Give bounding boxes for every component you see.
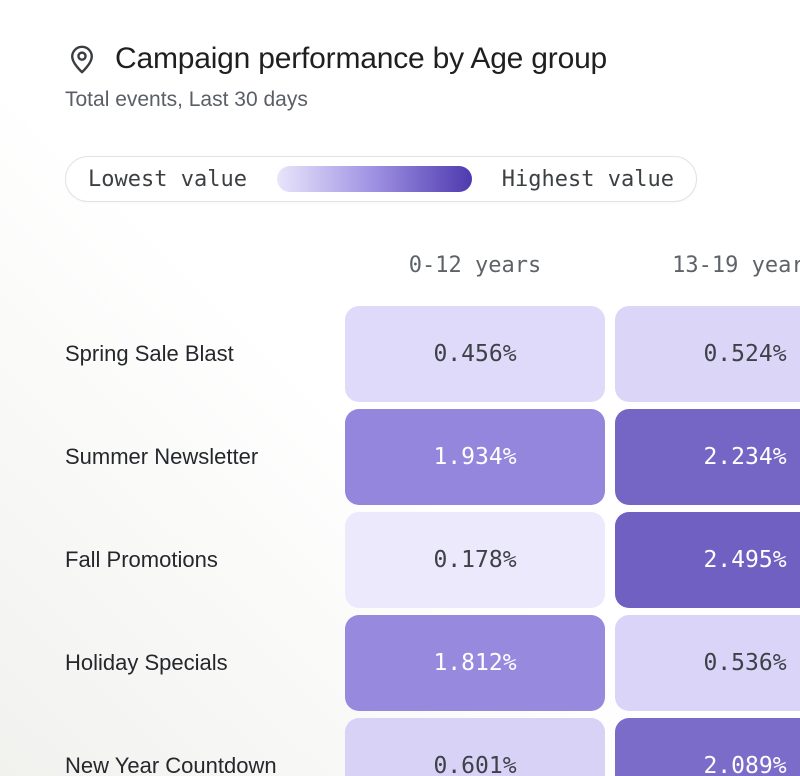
legend: Lowest value Highest value <box>65 156 697 202</box>
row-label: Summer Newsletter <box>65 444 259 469</box>
heatmap-cell[interactable]: 0.456% <box>345 306 605 402</box>
heatmap-cell[interactable]: 2.089% <box>615 718 800 776</box>
heatmap-cell[interactable]: 1.812% <box>345 615 605 711</box>
column-header: 13-19 years <box>672 253 800 278</box>
heatmap-cell[interactable]: 0.536% <box>615 615 800 711</box>
legend-high-label: Highest value <box>501 166 674 192</box>
heatmap-cell[interactable]: 0.601% <box>345 718 605 776</box>
row-label: Spring Sale Blast <box>65 341 234 366</box>
heatmap-cell[interactable]: 0.524% <box>615 306 800 402</box>
chart-title: Campaign performance by Age group <box>115 42 608 75</box>
location-pin-icon <box>65 42 99 76</box>
column-header: 0-12 years <box>408 253 542 278</box>
row-label: New Year Countdown <box>65 753 277 776</box>
row-label: Fall Promotions <box>65 547 218 572</box>
heatmap-cell[interactable]: 2.495% <box>615 512 800 608</box>
column-headers: 0-12 years 13-19 years <box>65 252 800 280</box>
heatmap-cell[interactable]: 2.234% <box>615 409 800 505</box>
heatmap-cell[interactable]: 1.934% <box>345 409 605 505</box>
heatmap-grid: Spring Sale Blast 0.456% 0.524% Summer News… <box>65 306 800 776</box>
row-label-spacer <box>65 252 335 280</box>
legend-low-label: Lowest value <box>88 166 247 192</box>
chart-subtitle: Total events, Last 30 days <box>65 88 308 111</box>
row-label: Holiday Specials <box>65 650 228 675</box>
heatmap-cell[interactable]: 0.178% <box>345 512 605 608</box>
chart-header: Campaign performance by Age group <box>65 40 800 78</box>
legend-gradient-bar <box>276 166 472 192</box>
